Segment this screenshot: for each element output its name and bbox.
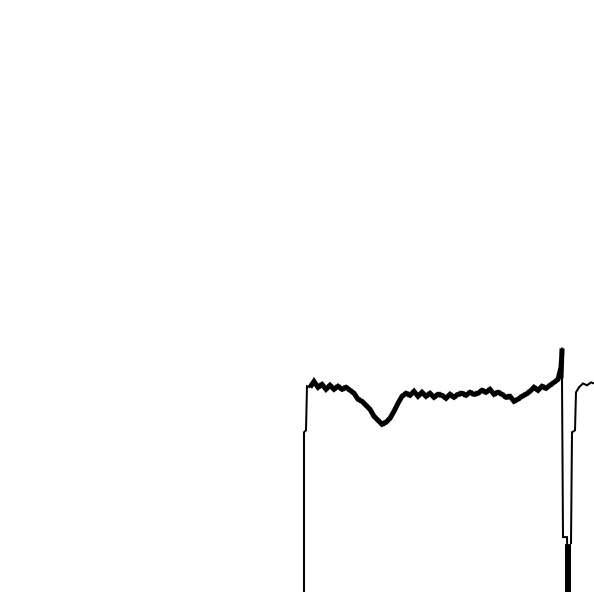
trace-segment-5 [570, 381, 594, 545]
trace-noise-2 [311, 347, 563, 427]
trace-segment-2 [307, 348, 565, 428]
series-layer [303, 347, 594, 593]
trace-segment-1 [303, 384, 311, 592]
